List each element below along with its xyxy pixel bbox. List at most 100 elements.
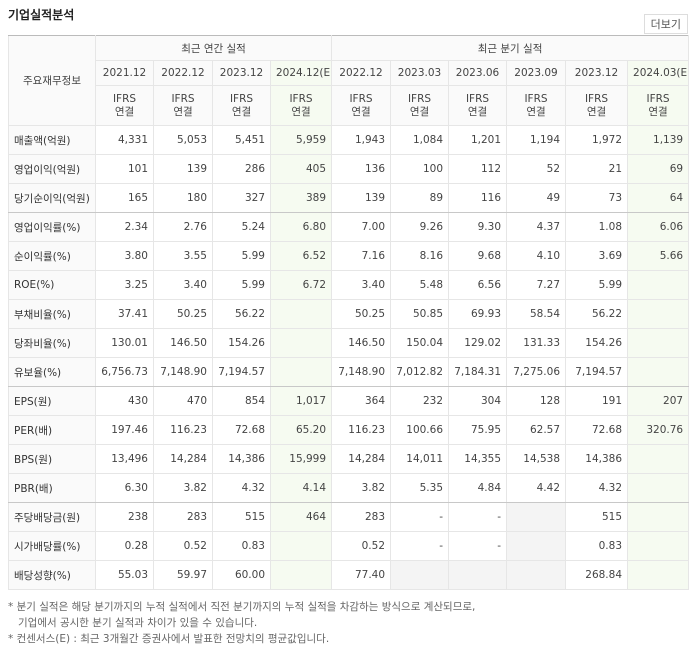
value-cell: 69.93 — [448, 299, 508, 329]
value-cell: 50.25 — [153, 299, 213, 329]
data-row: 순이익률(%) 3.80 3.55 5.99 6.52 7.16 8.16 9.68 4.10 3… — [8, 241, 690, 271]
value-cell: 327 — [212, 183, 271, 213]
value-cell: 15,999 — [269, 444, 333, 474]
value-cell: 101 — [95, 154, 154, 184]
period-header: 2024.12(E) — [269, 60, 333, 86]
value-cell: 56.22 — [212, 299, 271, 329]
accounting-standard: IFRS — [349, 92, 373, 105]
value-cell: 8.16 — [390, 241, 450, 271]
empty-cell — [627, 357, 690, 387]
value-cell: 389 — [269, 183, 333, 213]
value-cell: 52 — [506, 154, 567, 184]
value-cell: 3.82 — [153, 473, 213, 503]
row-label: 유보율(%) — [8, 357, 96, 387]
footnotes: * 분기 실적은 해당 분기까지의 누적 실적에서 직전 분기까지의 누적 실적… — [8, 599, 475, 647]
data-row: 당기순이익(억원) 165 180 327 389 139 89 116 49 73 64 — [8, 183, 690, 213]
header-row: IFRS 연결 IFRS 연결 IFRS 연결 IFRS 연결 IFRS 연결 IFRS 연결 IFRS… — [9, 85, 690, 126]
value-cell: 56.22 — [565, 299, 629, 329]
value-cell: 49 — [506, 183, 567, 213]
value-cell: 3.25 — [95, 270, 154, 300]
value-cell: 286 — [212, 154, 271, 184]
accounting-header: IFRS 연결 — [269, 85, 333, 126]
consolidation-basis: 연결 — [409, 105, 430, 118]
row-label: 당기순이익(억원) — [8, 183, 96, 213]
accounting-standard: IFRS — [112, 92, 137, 105]
value-cell: 116.23 — [331, 415, 392, 445]
value-cell: 6.56 — [448, 270, 508, 300]
value-cell: 129.02 — [448, 328, 508, 358]
value-cell: 6,756.73 — [95, 357, 154, 387]
value-cell: 50.85 — [390, 299, 450, 329]
empty-cell — [627, 270, 690, 300]
row-label: 당좌비율(%) — [8, 328, 96, 358]
value-cell: 9.26 — [390, 212, 450, 242]
data-row: ROE(%) 3.25 3.40 5.99 6.72 3.40 5.48 6.56 7.27 5.… — [8, 270, 690, 300]
value-cell: 7.27 — [506, 270, 567, 300]
value-cell: - — [390, 502, 450, 532]
more-button[interactable]: 더보기 — [643, 14, 688, 34]
value-cell: 58.54 — [506, 299, 567, 329]
consolidation-basis: 연결 — [467, 105, 488, 118]
data-row: BPS(원) 13,496 14,284 14,386 15,999 14,284 14,0… — [8, 444, 690, 474]
value-cell: 6.72 — [269, 270, 333, 300]
value-cell: 13,496 — [95, 444, 154, 474]
accounting-header: IFRS 연결 — [95, 85, 154, 126]
row-label: 부채비율(%) — [8, 299, 96, 329]
empty-cell — [390, 560, 450, 590]
accounting-standard: IFRS — [465, 92, 490, 105]
data-row: 매출액(억원) 4,331 5,053 5,451 5,959 1,943 1,084 1,2… — [8, 125, 690, 155]
value-cell: 7,148.90 — [153, 357, 213, 387]
value-cell: - — [448, 502, 508, 532]
value-cell: 146.50 — [331, 328, 392, 358]
value-cell: 0.28 — [95, 531, 154, 561]
empty-cell — [506, 560, 567, 590]
row-label: 영업이익률(%) — [8, 212, 96, 242]
value-cell: 1,084 — [390, 125, 450, 155]
value-cell: 6.52 — [269, 241, 333, 271]
value-cell: 100.66 — [390, 415, 450, 445]
accounting-header: IFRS 연결 — [331, 85, 392, 126]
value-cell: 0.52 — [153, 531, 213, 561]
data-row: 당좌비율(%) 130.01 146.50 154.26 146.50 150.04 129… — [8, 328, 690, 358]
period-header: 2022.12 — [331, 60, 392, 86]
consolidation-basis: 연결 — [173, 105, 193, 118]
value-cell: 4,331 — [95, 125, 154, 155]
empty-cell — [506, 502, 567, 532]
value-cell: 4.37 — [506, 212, 567, 242]
value-cell: - — [390, 531, 450, 561]
row-label: 영업이익(억원) — [8, 154, 96, 184]
accounting-header: IFRS 연결 — [448, 85, 508, 126]
value-cell: 1,017 — [269, 386, 333, 416]
period-header: 2024.03(E) — [627, 60, 690, 86]
value-cell: 5.99 — [212, 241, 271, 271]
value-cell: 238 — [95, 502, 154, 532]
accounting-header: IFRS 연결 — [153, 85, 213, 126]
row-label: PBR(배) — [8, 473, 96, 503]
data-row: 부채비율(%) 37.41 50.25 56.22 50.25 50.85 69.93 58.… — [8, 299, 690, 329]
value-cell: 77.40 — [331, 560, 392, 590]
value-cell: 0.83 — [212, 531, 271, 561]
value-cell: 116.23 — [153, 415, 213, 445]
value-cell: 232 — [390, 386, 450, 416]
empty-cell — [627, 502, 690, 532]
value-cell: 100 — [390, 154, 450, 184]
value-cell: 37.41 — [95, 299, 154, 329]
accounting-standard: IFRS — [171, 92, 195, 105]
value-cell: 131.33 — [506, 328, 567, 358]
value-cell: 73 — [565, 183, 629, 213]
value-cell: 154.26 — [212, 328, 271, 358]
period-header: 2023.12 — [565, 60, 629, 86]
empty-cell — [269, 357, 333, 387]
empty-cell — [627, 444, 690, 474]
value-cell: 1.08 — [565, 212, 629, 242]
value-cell: 405 — [269, 154, 333, 184]
data-row: 배당성향(%) 55.03 59.97 60.00 77.40 268.84 — [8, 560, 690, 590]
empty-cell — [627, 473, 690, 503]
data-row: PER(배) 197.46 116.23 72.68 65.20 116.23 100.66… — [8, 415, 690, 445]
period-header: 2023.03 — [390, 60, 450, 86]
value-cell: 72.68 — [212, 415, 271, 445]
footnote-line: * 분기 실적은 해당 분기까지의 누적 실적에서 직전 분기까지의 누적 실적… — [8, 601, 476, 613]
section-title: 기업실적분석 — [8, 8, 75, 22]
accounting-standard: IFRS — [524, 92, 548, 105]
value-cell: 1,943 — [331, 125, 392, 155]
